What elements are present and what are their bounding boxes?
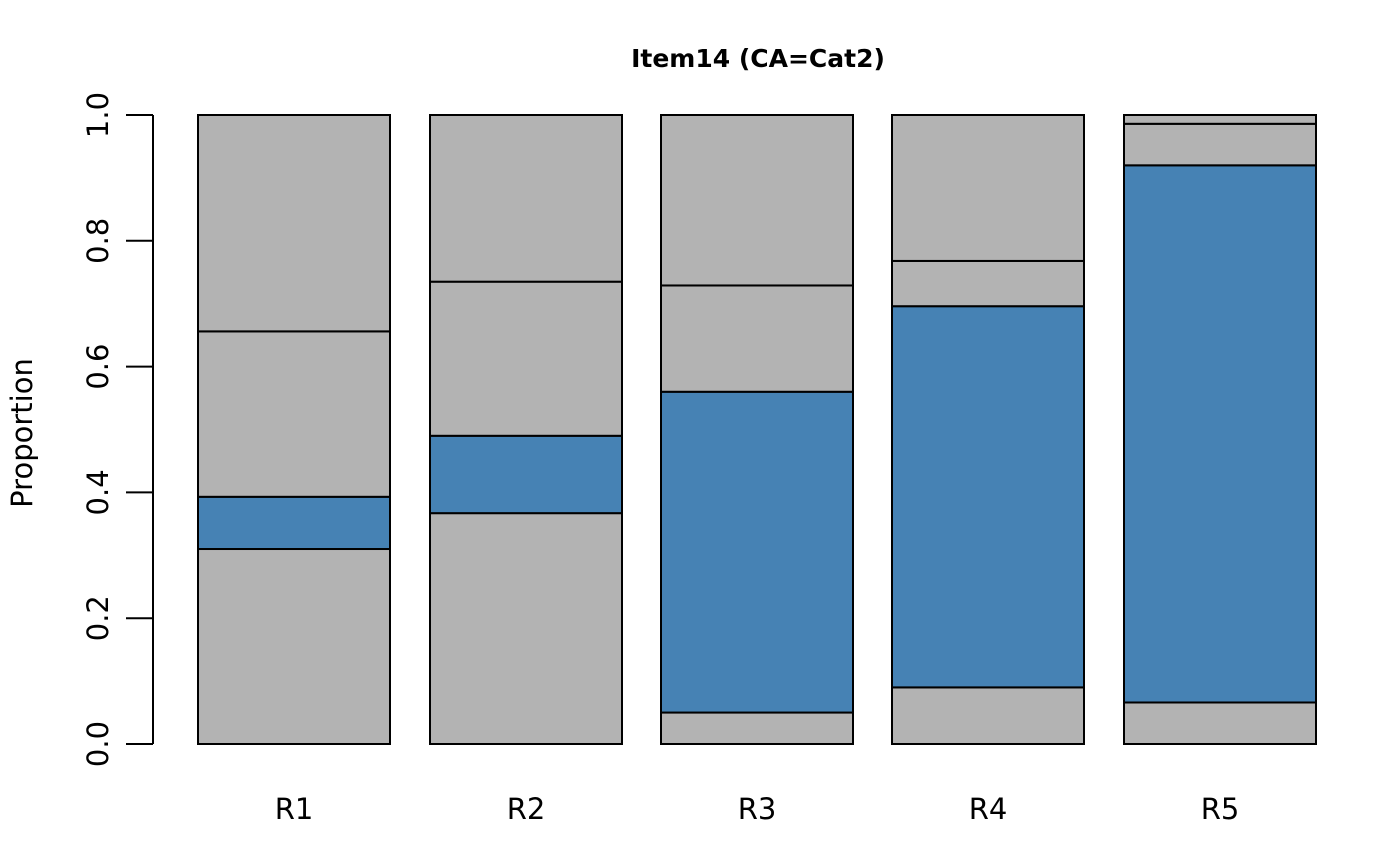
- x-tick-label-R2: R2: [507, 792, 546, 826]
- x-tick-label-R5: R5: [1201, 792, 1240, 826]
- bar-segment-R1-2: [197, 495, 391, 551]
- bar-R2: [429, 114, 623, 745]
- y-axis: 0.0 0.2 0.4 0.6 0.8 1.0: [81, 92, 154, 767]
- x-axis-labels: R1 R2 R3 R4 R5: [275, 792, 1240, 826]
- y-tick-label: 0.8: [81, 218, 115, 264]
- bar-R3: [660, 114, 854, 745]
- y-tick-label: 0.0: [81, 721, 115, 767]
- y-tick-label: 0.4: [81, 469, 115, 515]
- chart-title: Item14 (CA=Cat2): [631, 44, 885, 73]
- y-tick-label: 0.6: [81, 344, 115, 390]
- bar-segment-R4-4: [891, 114, 1085, 262]
- bar-R4: [891, 114, 1085, 746]
- bar-segment-R3-2: [660, 390, 854, 714]
- bar-segment-R2-2: [429, 434, 623, 515]
- y-tick-label: 0.2: [81, 595, 115, 641]
- bar-segment-R1-1: [197, 548, 391, 746]
- x-tick-label-R3: R3: [738, 792, 777, 826]
- bar-segment-R3-1: [660, 711, 854, 745]
- x-tick-label-R4: R4: [969, 792, 1008, 826]
- bar-segment-R2-4: [429, 114, 623, 283]
- bar-segment-R2-3: [429, 280, 623, 437]
- bar-segment-R4-3: [891, 259, 1085, 308]
- x-tick-label-R1: R1: [275, 792, 314, 826]
- bar-R1: [197, 114, 391, 746]
- y-tick-label: 1.0: [81, 92, 115, 138]
- bar-segment-R2-1: [429, 512, 623, 745]
- bar-segment-R5-1: [1123, 701, 1317, 746]
- bar-segment-R3-3: [660, 284, 854, 393]
- bar-segment-R5-3: [1123, 122, 1317, 167]
- bar-segment-R1-4: [197, 114, 391, 333]
- bar-segment-R3-4: [660, 114, 854, 287]
- bar-segment-R1-3: [197, 330, 391, 498]
- bar-segment-R4-1: [891, 686, 1085, 746]
- bar-R5: [1123, 114, 1317, 746]
- bar-segment-R5-2: [1123, 164, 1317, 704]
- bar-segment-R4-2: [891, 305, 1085, 689]
- y-axis-label: Proportion: [5, 358, 39, 508]
- bar-segment-R5-4: [1123, 114, 1317, 125]
- bars-group: [197, 114, 1317, 746]
